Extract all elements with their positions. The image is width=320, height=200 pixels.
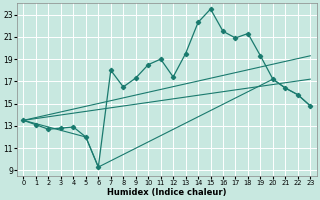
X-axis label: Humidex (Indice chaleur): Humidex (Indice chaleur) — [107, 188, 227, 197]
